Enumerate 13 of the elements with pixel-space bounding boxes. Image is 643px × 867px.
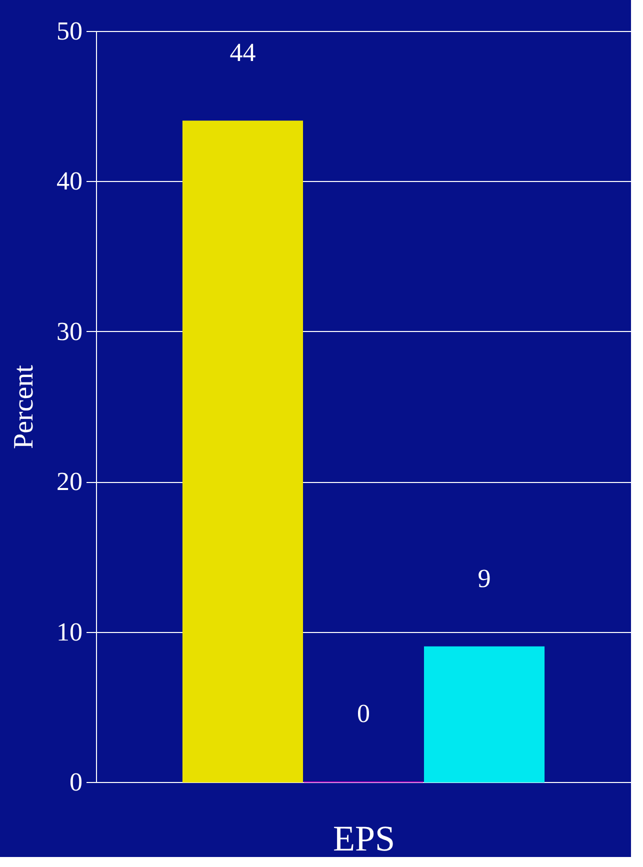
y-tick-label: 30 <box>56 316 82 346</box>
bar <box>182 120 304 782</box>
y-tick-label: 50 <box>56 16 82 46</box>
x-axis-title: EPS <box>332 818 396 858</box>
y-axis-title: Percent <box>8 364 40 449</box>
y-tick-label: 40 <box>56 166 82 196</box>
data-label: 44 <box>230 38 256 68</box>
y-tick-label: 20 <box>56 467 82 496</box>
data-label: 9 <box>478 564 491 593</box>
bar <box>424 646 545 782</box>
data-label: 0 <box>357 699 370 728</box>
y-tick-label: 10 <box>56 617 82 646</box>
y-tick-label: 0 <box>70 768 82 796</box>
